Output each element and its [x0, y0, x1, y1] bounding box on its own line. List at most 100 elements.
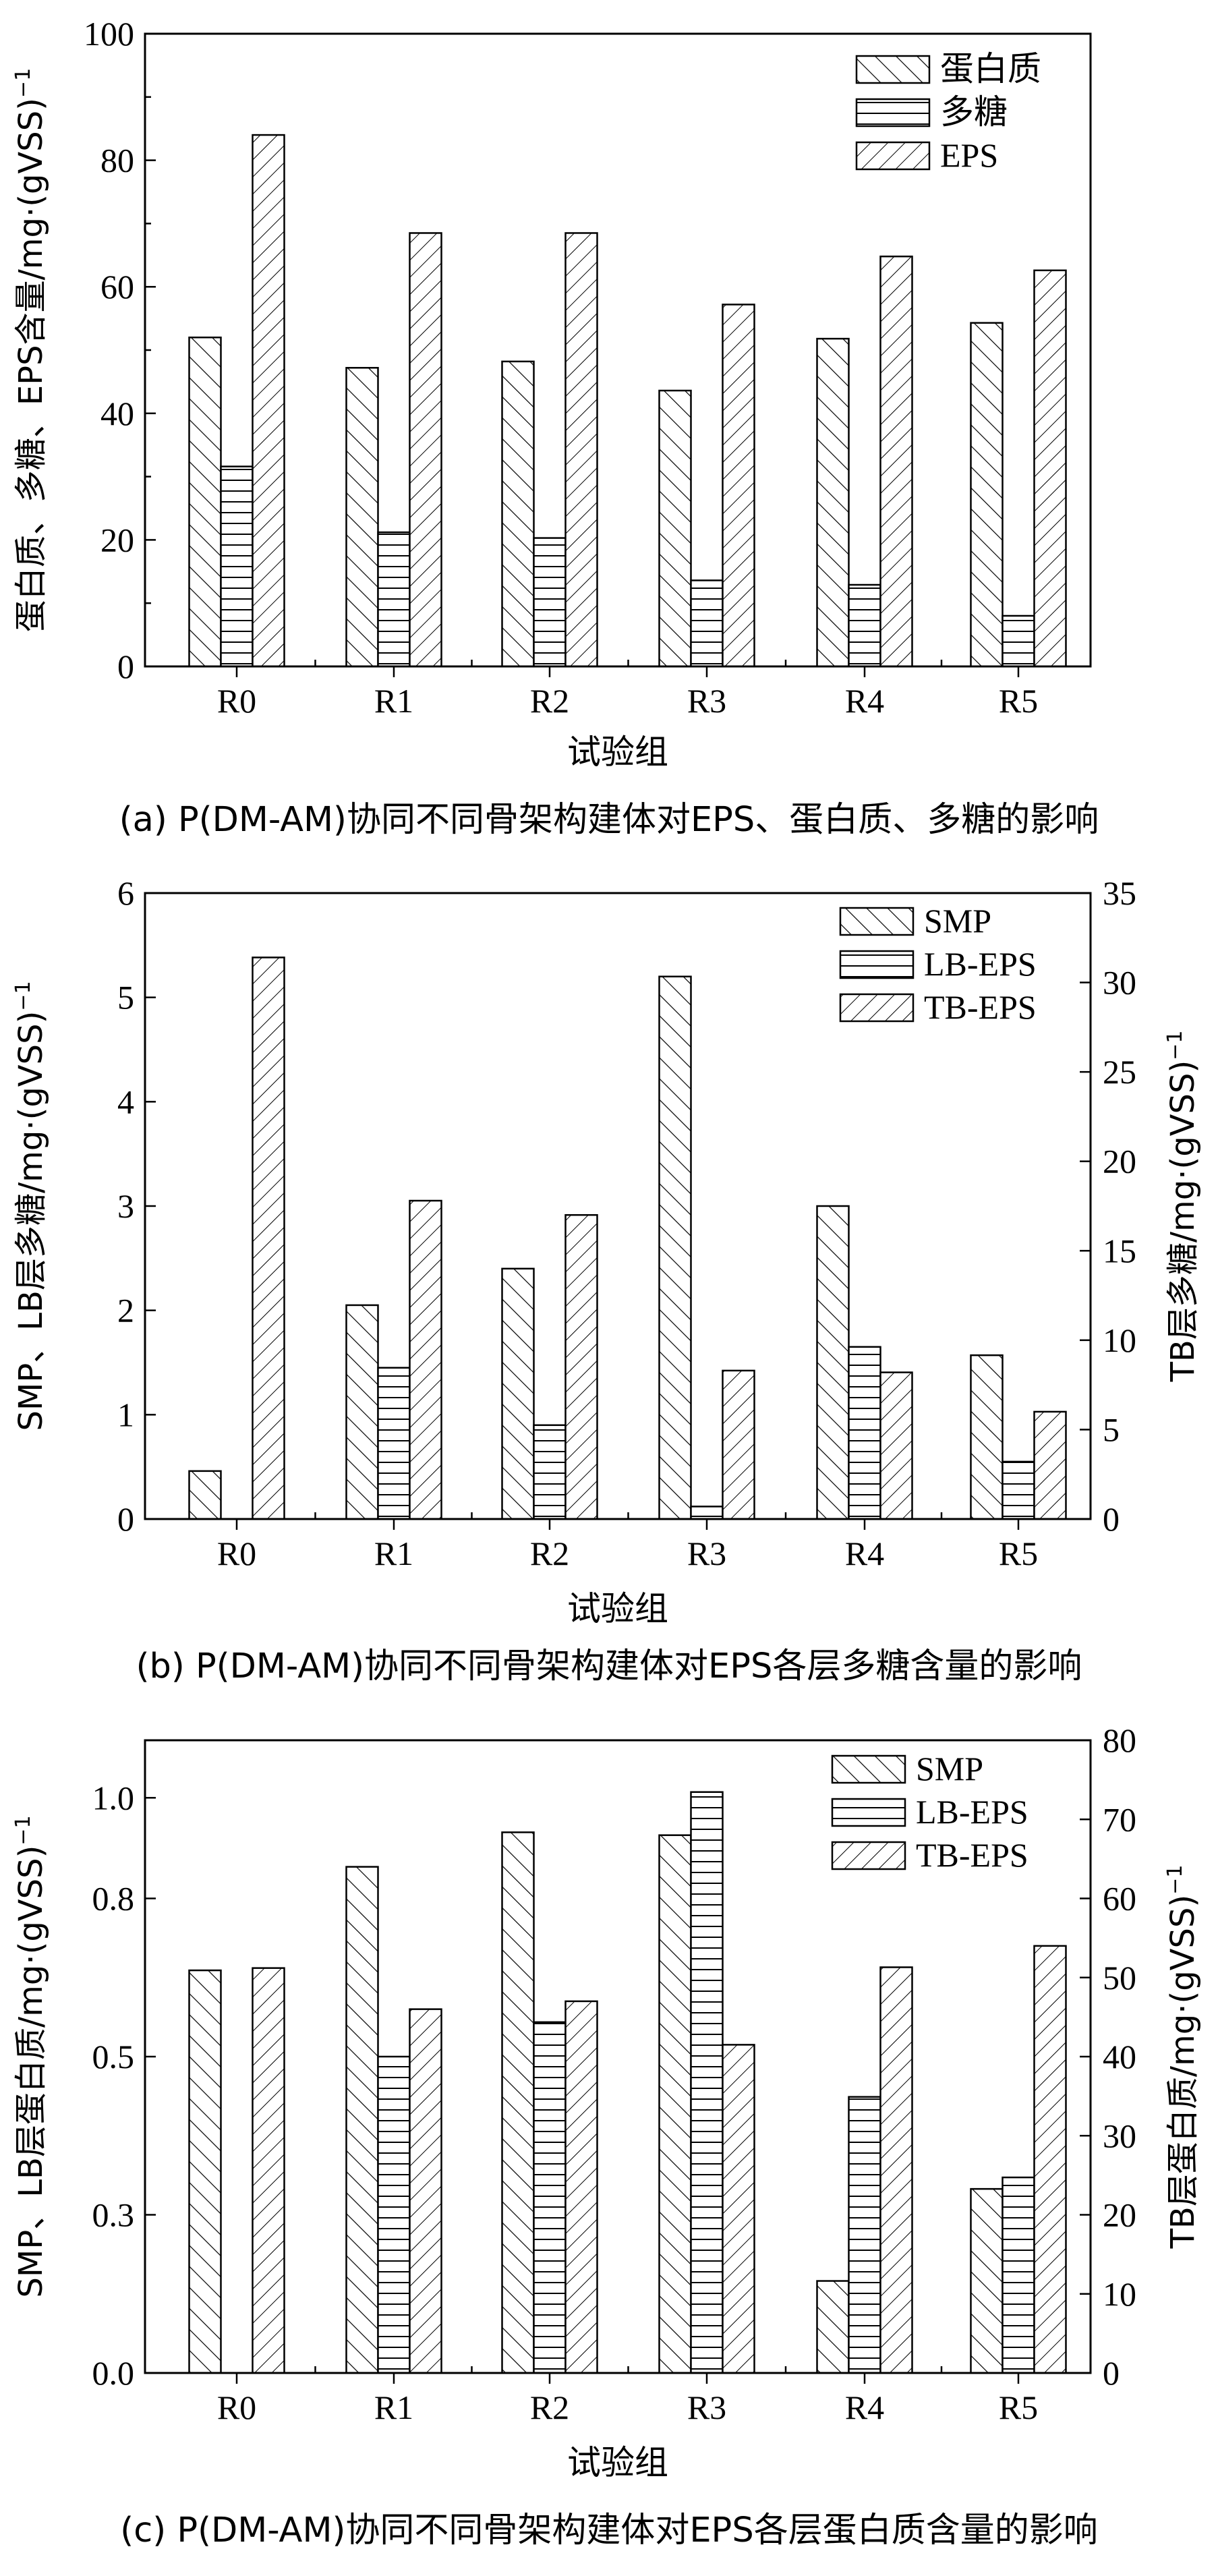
bar-a-2-r0: [220, 465, 254, 668]
bar-c-3-r1: [409, 2008, 442, 2374]
x-tick-label-c: R1: [374, 2388, 413, 2426]
bar-c-1-r1: [345, 1866, 379, 2374]
legend-swatch-c-3: [831, 1841, 906, 1870]
y-tick-label-a: 60: [100, 268, 134, 306]
bar-b-2-r3: [690, 1506, 724, 1520]
x-tick-label-b: R0: [217, 1535, 256, 1572]
y-right-tick-label-c: 80: [1103, 1721, 1136, 1759]
bar-a-1-r4: [816, 337, 850, 668]
bar-c-2-r2: [533, 2021, 567, 2374]
bar-a-1-r3: [658, 389, 692, 668]
chart-panel-c: 0.0 0.3 0.5 0.8 1.0 0 10 20 30 40 50 60 70 80 R0 R1 R2 R3…: [11, 1721, 1202, 2550]
bar-b-2-r2: [533, 1424, 567, 1520]
caption-c: (c) P(DM-AM)协同不同骨架构建体对EPS各层蛋白质含量的影响: [120, 2511, 1097, 2550]
y-tick-label-c: 0.8: [92, 1880, 135, 1918]
bar-c-2-r4: [848, 2096, 881, 2374]
y-tick-label-b: 2: [117, 1292, 134, 1329]
bar-b-3-r0: [252, 956, 285, 1520]
bar-b-2-r5: [1002, 1460, 1035, 1520]
bar-a-2-r2: [533, 537, 567, 668]
bar-b-1-r3: [658, 975, 692, 1520]
x-axis-label-c: 试验组: [567, 2443, 668, 2482]
y-tick-label-c: 0.0: [92, 2354, 135, 2392]
ticks-c: 0.0 0.3 0.5 0.8 1.0 0 10 20 30 40 50 60 70 80 R0 R1 R2 R3…: [92, 1721, 1137, 2426]
caption-b: (b) P(DM-AM)协同不同骨架构建体对EPS各层多糖含量的影响: [136, 1647, 1082, 1686]
bar-b-3-r4: [879, 1371, 913, 1520]
y-right-tick-label-c: 20: [1103, 2196, 1136, 2234]
bar-b-3-r2: [564, 1214, 598, 1520]
legend-swatch-a-1: [855, 55, 931, 84]
bar-c-1-r2: [501, 1831, 535, 2374]
bar-c-2-r5: [1002, 2176, 1035, 2374]
x-tick-label-b: R3: [687, 1535, 726, 1572]
y-right-tick-label-b: 15: [1103, 1232, 1136, 1269]
x-axis-label-b: 试验组: [567, 1589, 668, 1628]
x-tick-label-b: R1: [374, 1535, 413, 1572]
x-tick-label-a: R3: [687, 682, 726, 720]
legend-label-a-1: 蛋白质: [940, 49, 1041, 88]
legend-swatch-a-2: [855, 98, 931, 127]
bar-b-1-r1: [345, 1304, 379, 1520]
x-tick-label-a: R2: [530, 682, 569, 720]
x-tick-label-a: R5: [999, 682, 1038, 720]
x-tick-label-c: R4: [845, 2388, 884, 2426]
x-tick-label-c: R5: [999, 2388, 1038, 2426]
bar-c-2-r3: [690, 1791, 724, 2374]
bar-a-1-r0: [188, 336, 222, 668]
y-right-tick-label-c: 0: [1103, 2354, 1120, 2392]
bar-b-1-r4: [816, 1205, 850, 1520]
legend-swatch-a-3: [855, 141, 931, 171]
legend-swatch-b-3: [839, 993, 915, 1023]
bar-a-1-r5: [970, 322, 1004, 668]
bar-a-3-r2: [564, 232, 598, 668]
bar-a-3-r3: [722, 304, 755, 668]
legend-swatch-c-1: [831, 1754, 906, 1784]
y-tick-label-b: 4: [117, 1083, 134, 1120]
y-right-tick-label-c: 40: [1103, 2038, 1136, 2076]
plot-frame-c: [144, 1739, 1092, 2374]
y-tick-label-c: 1.0: [92, 1779, 135, 1816]
bar-c-3-r4: [879, 1966, 913, 2374]
bars-a: [188, 134, 1067, 668]
y-tick-label-a: 100: [84, 15, 134, 53]
y-right-tick-label-c: 10: [1103, 2275, 1136, 2313]
bar-b-1-r5: [970, 1354, 1004, 1520]
ticks-b: 0 1 2 3 4 5 6 0 5 10 15 20 25 30 35 R0 R1 R2 R3 R4 R5: [117, 874, 1136, 1572]
bar-c-1-r3: [658, 1834, 692, 2374]
x-tick-label-b: R4: [845, 1535, 884, 1572]
chart-panel-b: 0 1 2 3 4 5 6 0 5 10 15 20 25 30 35 R0 R1 R2 R3 R4 R5 SMP LB-…: [11, 874, 1202, 1686]
y-tick-label-a: 0: [117, 648, 134, 685]
bar-a-3-r4: [879, 255, 913, 668]
bar-b-1-r0: [188, 1470, 222, 1520]
ticks-a: 0 20 40 60 80 100 R0 R1 R2 R3 R4 R5: [84, 15, 1092, 720]
y-tick-label-a: 40: [100, 395, 134, 432]
y-axis-right-label-c: TB层蛋白质/mg·(gVSS)−1: [1163, 1865, 1202, 2250]
y-axis-right-label-b: TB层多糖/mg·(gVSS)−1: [1163, 1031, 1202, 1383]
bar-a-3-r5: [1033, 269, 1067, 668]
x-tick-label-c: R0: [217, 2388, 256, 2426]
y-right-tick-label-b: 25: [1103, 1053, 1136, 1091]
bar-a-2-r4: [848, 583, 881, 668]
y-tick-label-b: 0: [117, 1500, 134, 1538]
x-tick-label-b: R2: [530, 1535, 569, 1572]
bar-a-3-r0: [252, 134, 285, 668]
plot-frame-b: [144, 892, 1092, 1520]
legend-label-b-1: SMP: [924, 902, 991, 940]
y-tick-label-c: 0.5: [92, 2038, 135, 2076]
bar-b-1-r2: [501, 1267, 535, 1520]
bar-b-3-r1: [409, 1199, 442, 1520]
legend-label-a-2: 多糖: [940, 92, 1008, 132]
x-tick-label-a: R0: [217, 682, 256, 720]
bar-a-1-r1: [345, 367, 379, 668]
bar-a-2-r5: [1002, 614, 1035, 668]
bar-b-2-r1: [377, 1367, 411, 1520]
legend-label-b-2: LB-EPS: [924, 945, 1037, 983]
y-tick-label-b: 5: [117, 979, 134, 1017]
y-right-tick-label-b: 0: [1103, 1500, 1120, 1538]
bar-a-3-r1: [409, 232, 442, 668]
legend-swatch-b-2: [839, 950, 915, 979]
legend-label-a-3: EPS: [940, 136, 998, 174]
legend-swatch-b-1: [839, 907, 915, 936]
